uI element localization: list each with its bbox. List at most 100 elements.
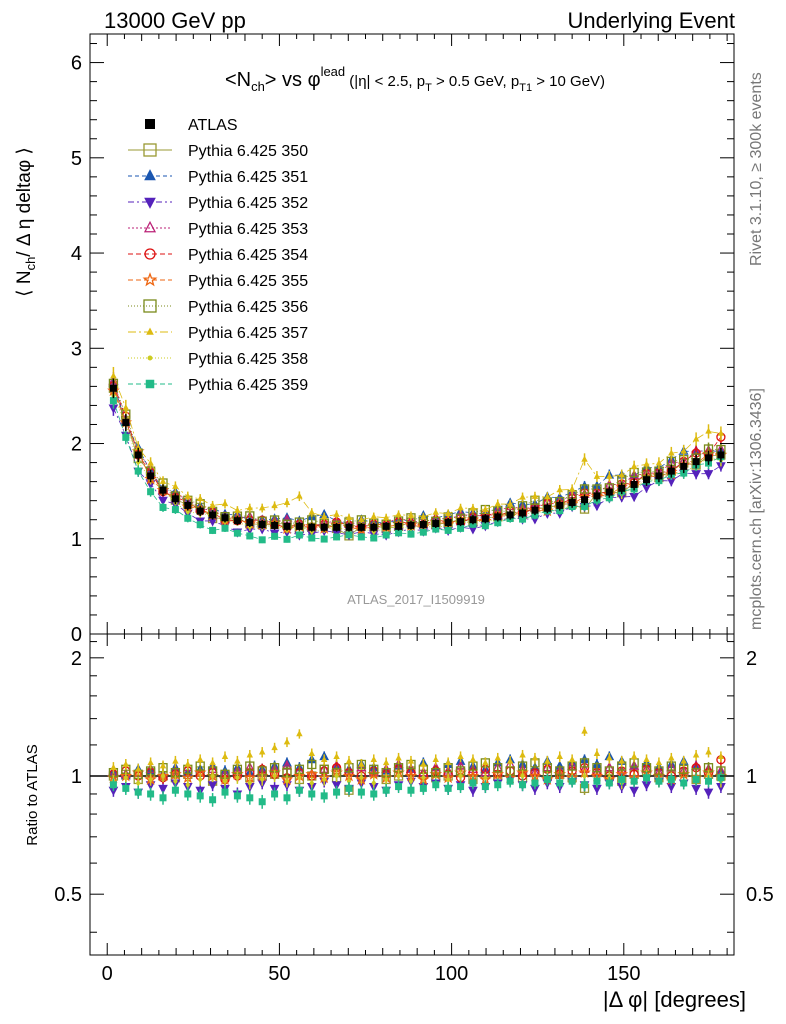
series-8-ratio-point-38 (582, 773, 587, 779)
series-7-ratio-point-27 (444, 759, 452, 766)
series-7-ratio-point-1 (122, 760, 130, 767)
series-9-ratio (109, 771, 725, 809)
header-right: Underlying Event (567, 8, 735, 33)
series-7-point-40 (606, 472, 613, 479)
atlas-point-31 (494, 513, 502, 521)
atlas-point-34 (531, 506, 539, 514)
series-8-ratio-point-24 (408, 779, 414, 784)
legend-label-0: Pythia 6.425 350 (188, 143, 308, 160)
series-7-ratio-point-10 (234, 757, 241, 764)
legend-label-6: Pythia 6.425 356 (188, 299, 308, 316)
legend-label-9: Pythia 6.425 359 (188, 377, 308, 394)
series-9-point-4 (159, 503, 167, 511)
series-7-ratio-point-23 (395, 754, 402, 761)
x-axis-label: |Δ φ| [degrees] (603, 987, 746, 1012)
atlas-point-41 (618, 484, 626, 492)
series-7-ratio-point-22 (382, 759, 390, 766)
series-6-line (113, 383, 721, 526)
series-6-ratio-point-36 (555, 766, 565, 776)
legend-marker-5 (142, 272, 158, 287)
series-7-ratio-point-18 (333, 752, 340, 759)
series-9-ratio-point-40 (605, 779, 613, 787)
title-part-d: > 0.5 GeV, p (432, 73, 519, 90)
series-9-ratio-point-5 (171, 786, 179, 794)
atlas-point-44 (655, 472, 663, 480)
atlas-point-40 (605, 488, 613, 496)
atlas-point-3 (147, 472, 155, 480)
series-2-ratio-point-42 (629, 786, 639, 796)
series-9-ratio-point-0 (109, 781, 117, 789)
series-8-ratio-point-11 (247, 780, 252, 786)
series-8-ratio-point-10 (235, 775, 240, 780)
series-7-ratio-point-49 (717, 752, 725, 759)
series-7-point-29 (469, 504, 477, 511)
legend-marker-9 (145, 379, 155, 389)
series-7-ratio-point-4 (159, 762, 167, 769)
series-9-ratio-point-48 (705, 777, 713, 785)
series-6-ratio-point-39 (592, 763, 602, 773)
series-7-point-46 (680, 447, 687, 454)
atlas-point-14 (283, 522, 291, 530)
atlas-point-13 (271, 521, 279, 529)
series-7-ratio-point-16 (308, 749, 316, 756)
series-2-ratio-point-47 (691, 784, 701, 795)
series-9-ratio-point-33 (519, 781, 527, 789)
header-left: 13000 GeV pp (104, 8, 246, 33)
series-9-ratio-point-29 (469, 779, 477, 787)
series-7-point-18 (333, 510, 340, 517)
series-7-point-26 (432, 508, 439, 515)
series-9-ratio-point-41 (618, 775, 626, 783)
atlas-point-2 (134, 451, 142, 459)
series-9-ratio-point-13 (271, 790, 279, 798)
legend-marker-1 (144, 169, 156, 181)
series-7-ratio-point-19 (345, 757, 353, 764)
series-8-ratio-point-17 (322, 777, 327, 782)
series-7-point-13 (271, 502, 278, 509)
series-1-main (108, 374, 726, 528)
legend-marker-3 (143, 220, 157, 233)
atlas-point-27 (444, 519, 452, 527)
series-9-point-8 (209, 526, 217, 534)
series-7-ratio-point-40 (606, 754, 613, 761)
atlas-point-19 (345, 523, 353, 531)
x-tick-label-50: 50 (268, 963, 290, 985)
series-7-ratio-point-0 (110, 763, 117, 770)
series-8-ratio-point-7 (198, 777, 203, 782)
series-9-ratio-point-20 (357, 788, 365, 796)
series-9-ratio-point-49 (717, 774, 725, 782)
atlas-point-42 (630, 480, 638, 488)
atlas-point-22 (382, 522, 390, 530)
series-7-ratio-point-15 (296, 730, 303, 737)
legend-marker-4 (144, 248, 156, 260)
atlas-point-16 (308, 523, 316, 531)
series-7-ratio-point-37 (568, 755, 576, 763)
series-9-ratio-point-45 (667, 775, 675, 783)
series-8-ratio-point-6 (185, 782, 190, 787)
series-9-ratio-point-22 (382, 786, 390, 794)
series-8-ratio-point-20 (359, 775, 364, 780)
series-7-ratio-point-48 (705, 748, 712, 755)
legend-label-8: Pythia 6.425 358 (188, 351, 308, 368)
legend-label-3: Pythia 6.425 353 (188, 221, 308, 238)
series-8-ratio-point-13 (272, 773, 277, 779)
atlas-point-10 (233, 517, 241, 525)
y-axis-label: ⟨ Nch/ Δ η deltaφ ⟩ (14, 147, 38, 297)
legend-label-5: Pythia 6.425 355 (188, 273, 308, 290)
atlas-point-5 (171, 495, 179, 503)
series-7-point-32 (506, 500, 514, 507)
series-7-ratio-point-8 (209, 759, 216, 766)
series-8-ratio-point-16 (309, 780, 314, 786)
title-part-c: (|η| < 2.5, p (345, 73, 425, 90)
series-9-ratio-point-27 (444, 784, 452, 792)
ratio-tick-label-right-2: 2 (746, 648, 757, 670)
atlas-point-0 (109, 384, 117, 392)
legend-atlas-label: ATLAS (188, 117, 238, 134)
atlas-point-38 (581, 496, 589, 504)
atlas-point-1 (122, 419, 130, 427)
ratio-tick-label-left-0.5: 0.5 (54, 884, 82, 906)
atlas-point-43 (643, 476, 651, 484)
series-9-ratio-point-39 (593, 777, 601, 785)
series-7-point-22 (382, 513, 390, 521)
title-part-e: > 10 GeV) (532, 73, 605, 90)
atlas-point-12 (258, 520, 266, 528)
